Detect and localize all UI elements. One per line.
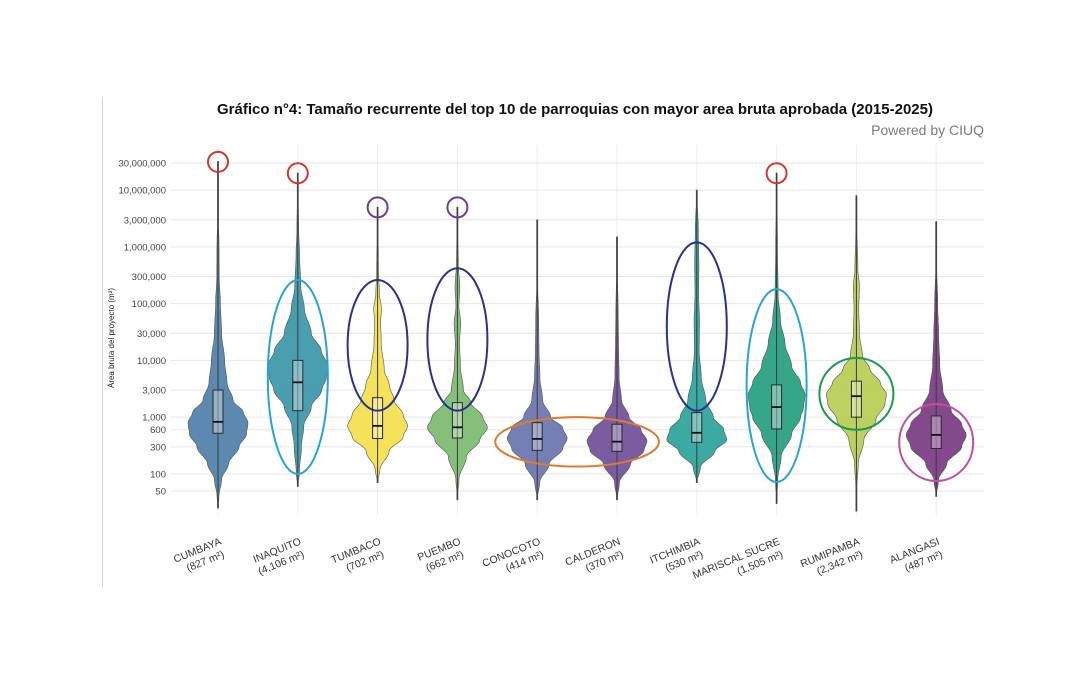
annotation-circle	[286, 162, 309, 185]
violin-itchimbia	[666, 189, 728, 483]
chart-title: Gráfico n°4: Tamaño recurrente del top 1…	[217, 101, 933, 118]
x-category-label: CALDERON(370 m²)	[564, 536, 626, 575]
x-axis-categories: CUMBAYA(827 m²) INAQUITO(4,106 m²) TUMBACO…	[172, 536, 944, 582]
box-iqr	[611, 423, 623, 452]
y-tick-label: 100	[150, 469, 166, 480]
x-category-label: CUMBAYA(827 m²)	[172, 536, 226, 575]
annotation-ellipse	[346, 279, 409, 412]
violin-alangasi	[905, 221, 967, 497]
x-category-label: ALANGASI(487 m²)	[888, 536, 944, 575]
x-category-label: MARISCAL SUCRE(1,505 m²)	[691, 536, 785, 582]
annotation-ellipse	[266, 279, 329, 475]
annotation-circle	[446, 196, 469, 219]
violin-mariscal-sucre	[747, 172, 806, 504]
violin-puembo	[427, 206, 488, 501]
y-axis-label: Área bruta del proyecto (m²)	[107, 288, 116, 388]
annotation-ellipse	[898, 403, 975, 483]
x-category-label: CONOCOTO(414 m²)	[481, 536, 546, 575]
box-iqr	[691, 412, 703, 443]
annotation-ellipse	[494, 416, 660, 468]
x-category-label: RUMIPAMBA(2,342 m²)	[799, 536, 865, 578]
y-tick-label: 30,000,000	[118, 159, 166, 170]
annotation-ellipse	[426, 267, 489, 412]
violin-rumipamba	[826, 195, 887, 512]
violin-conocoto	[506, 219, 568, 501]
y-tick-label: 600	[150, 425, 166, 436]
chart-subtitle: Powered by CIUQ	[871, 122, 984, 138]
x-category-label: INAQUITO(4,106 m²)	[252, 536, 306, 578]
violin-tumbaco	[347, 206, 408, 483]
annotation-circle	[765, 162, 788, 185]
box-iqr	[930, 415, 942, 450]
y-tick-label: 30,000	[137, 329, 166, 340]
y-tick-label: 1,000,000	[124, 242, 166, 253]
y-tick-label: 10,000	[137, 356, 166, 367]
box-iqr	[212, 389, 224, 434]
y-tick-label: 3,000,000	[124, 215, 166, 226]
box-iqr	[531, 422, 543, 451]
y-tick-label: 300,000	[132, 272, 166, 283]
y-tick-label: 300	[150, 442, 166, 453]
left-border-line	[102, 98, 103, 588]
violin-calderon	[586, 236, 648, 501]
annotation-ellipse	[818, 357, 895, 431]
y-tick-label: 10,000,000	[118, 186, 166, 197]
annotation-circle	[207, 150, 229, 173]
annotation-ellipse	[745, 288, 808, 484]
violin-cumbaya	[187, 161, 249, 509]
violin-inaquito	[267, 172, 329, 487]
box-iqr	[292, 359, 304, 412]
annotation-circle	[366, 196, 389, 219]
annotation-ellipse	[665, 241, 728, 412]
annotations	[207, 150, 975, 484]
y-tick-label: 50	[155, 487, 166, 498]
y-tick-label: 1,000	[142, 413, 166, 424]
box-iqr	[451, 402, 463, 439]
x-category-label: TUMBACO(702 m²)	[330, 536, 386, 575]
box-iqr	[372, 397, 384, 440]
box-iqr	[850, 380, 862, 418]
y-tick-label: 100,000	[132, 299, 166, 310]
violins	[187, 161, 967, 512]
y-tick-label: 3,000	[142, 386, 166, 397]
x-category-label: PUEMBO(662 m²)	[416, 536, 466, 575]
